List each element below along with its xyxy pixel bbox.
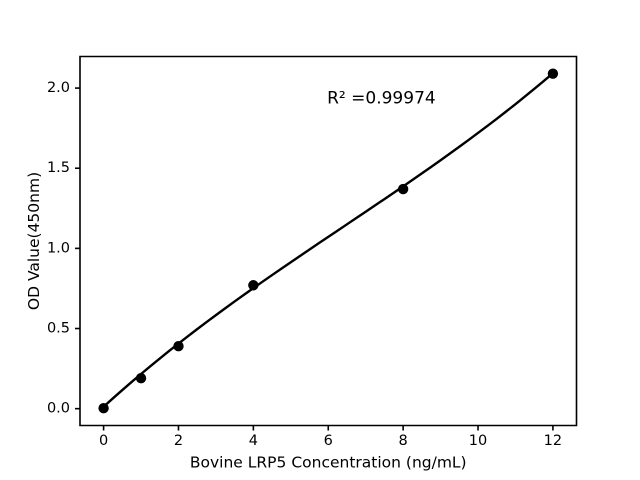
y-tick-label: 1.5: [47, 160, 70, 176]
x-tick-label: 4: [249, 433, 258, 449]
x-tick-label: 10: [469, 433, 487, 449]
x-tick-label: 12: [544, 433, 562, 449]
x-axis-label: Bovine LRP5 Concentration (ng/mL): [190, 454, 467, 472]
data-point-marker: [248, 280, 259, 291]
x-tick-label: 2: [174, 433, 183, 449]
data-point-marker: [397, 183, 409, 195]
x-tick-label: 0: [99, 433, 108, 449]
data-point-marker: [547, 68, 559, 79]
data-point-marker: [135, 373, 147, 384]
data-point-marker: [98, 402, 109, 414]
y-axis-label: OD Value(450nm): [25, 172, 43, 310]
y-tick-label: 0.0: [47, 401, 70, 417]
x-tick-label: 6: [324, 433, 333, 449]
fit-line: [102, 72, 555, 408]
x-tick-label: 8: [399, 433, 408, 449]
y-tick-label: 2.0: [47, 80, 70, 96]
plot-frame: [79, 55, 578, 427]
data-point-marker: [173, 340, 184, 352]
y-tick-label: 1.0: [47, 240, 70, 256]
y-tick-label: 0.5: [47, 321, 70, 337]
r-squared-annotation: R² =0.99974: [327, 88, 436, 108]
